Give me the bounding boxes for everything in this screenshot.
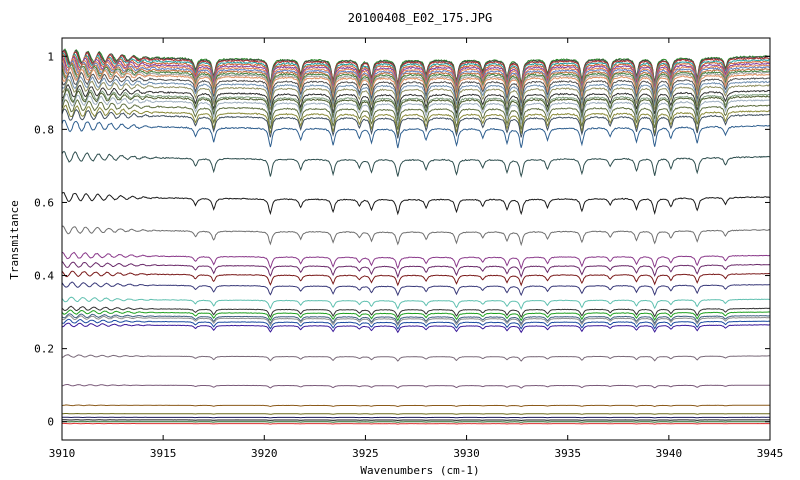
series-line [62, 309, 770, 322]
series-line [62, 88, 770, 122]
y-axis: 0 0.2 0.4 0.6 0.8 1 [34, 50, 770, 429]
series-line [62, 412, 770, 415]
series-line [62, 421, 770, 423]
series-line [62, 270, 770, 287]
series-line [62, 93, 770, 125]
y-axis-label: Transmitance [8, 200, 21, 279]
x-tick-label: 3940 [656, 447, 683, 460]
x-tick-label: 3930 [453, 447, 480, 460]
series-line [62, 313, 770, 325]
series-line [62, 322, 770, 334]
series-line [62, 318, 770, 330]
y-tick-label: 0.8 [34, 123, 54, 136]
series-line [62, 108, 770, 139]
series-line [62, 422, 770, 425]
series-line [62, 71, 770, 105]
series-line [62, 251, 770, 270]
x-tick-label: 3915 [150, 447, 177, 460]
series-line [62, 281, 770, 297]
x-tick-label: 3935 [554, 447, 581, 460]
x-tick-label: 3910 [49, 447, 76, 460]
series-line [62, 225, 770, 247]
chart-title: 20100408_E02_175.JPG [348, 11, 493, 25]
y-tick-label: 1 [47, 50, 54, 63]
series-line [62, 83, 770, 116]
x-tick-label: 3945 [757, 447, 784, 460]
series-line [62, 119, 770, 149]
series-group [62, 48, 770, 425]
series-line [62, 75, 770, 108]
series-line [62, 296, 770, 310]
x-tick-label: 3920 [251, 447, 278, 460]
series-line [62, 50, 770, 87]
x-axis-label: Wavenumbers (cm-1) [360, 464, 479, 477]
x-tick-label: 3925 [352, 447, 379, 460]
series-line [62, 88, 770, 120]
series-line [62, 305, 770, 319]
series-line [62, 314, 770, 327]
x-axis: 3910 3915 3920 3925 3930 3935 3940 3945 [49, 38, 784, 460]
series-line [62, 384, 770, 389]
series-line [62, 404, 770, 408]
y-tick-label: 0.2 [34, 343, 54, 356]
plot-frame [61, 37, 771, 441]
series-line [62, 150, 770, 178]
series-line [62, 104, 770, 135]
series-line [62, 53, 770, 90]
series-line [62, 192, 770, 216]
series-line [62, 78, 770, 112]
series-line [62, 416, 770, 419]
series-line [62, 66, 770, 102]
series-line [62, 354, 770, 362]
y-tick-label: 0.4 [34, 270, 54, 283]
y-tick-label: 0 [47, 416, 54, 429]
y-tick-label: 0.6 [34, 196, 54, 209]
series-line [62, 260, 770, 279]
series-line [62, 99, 770, 130]
series-line [62, 419, 770, 422]
